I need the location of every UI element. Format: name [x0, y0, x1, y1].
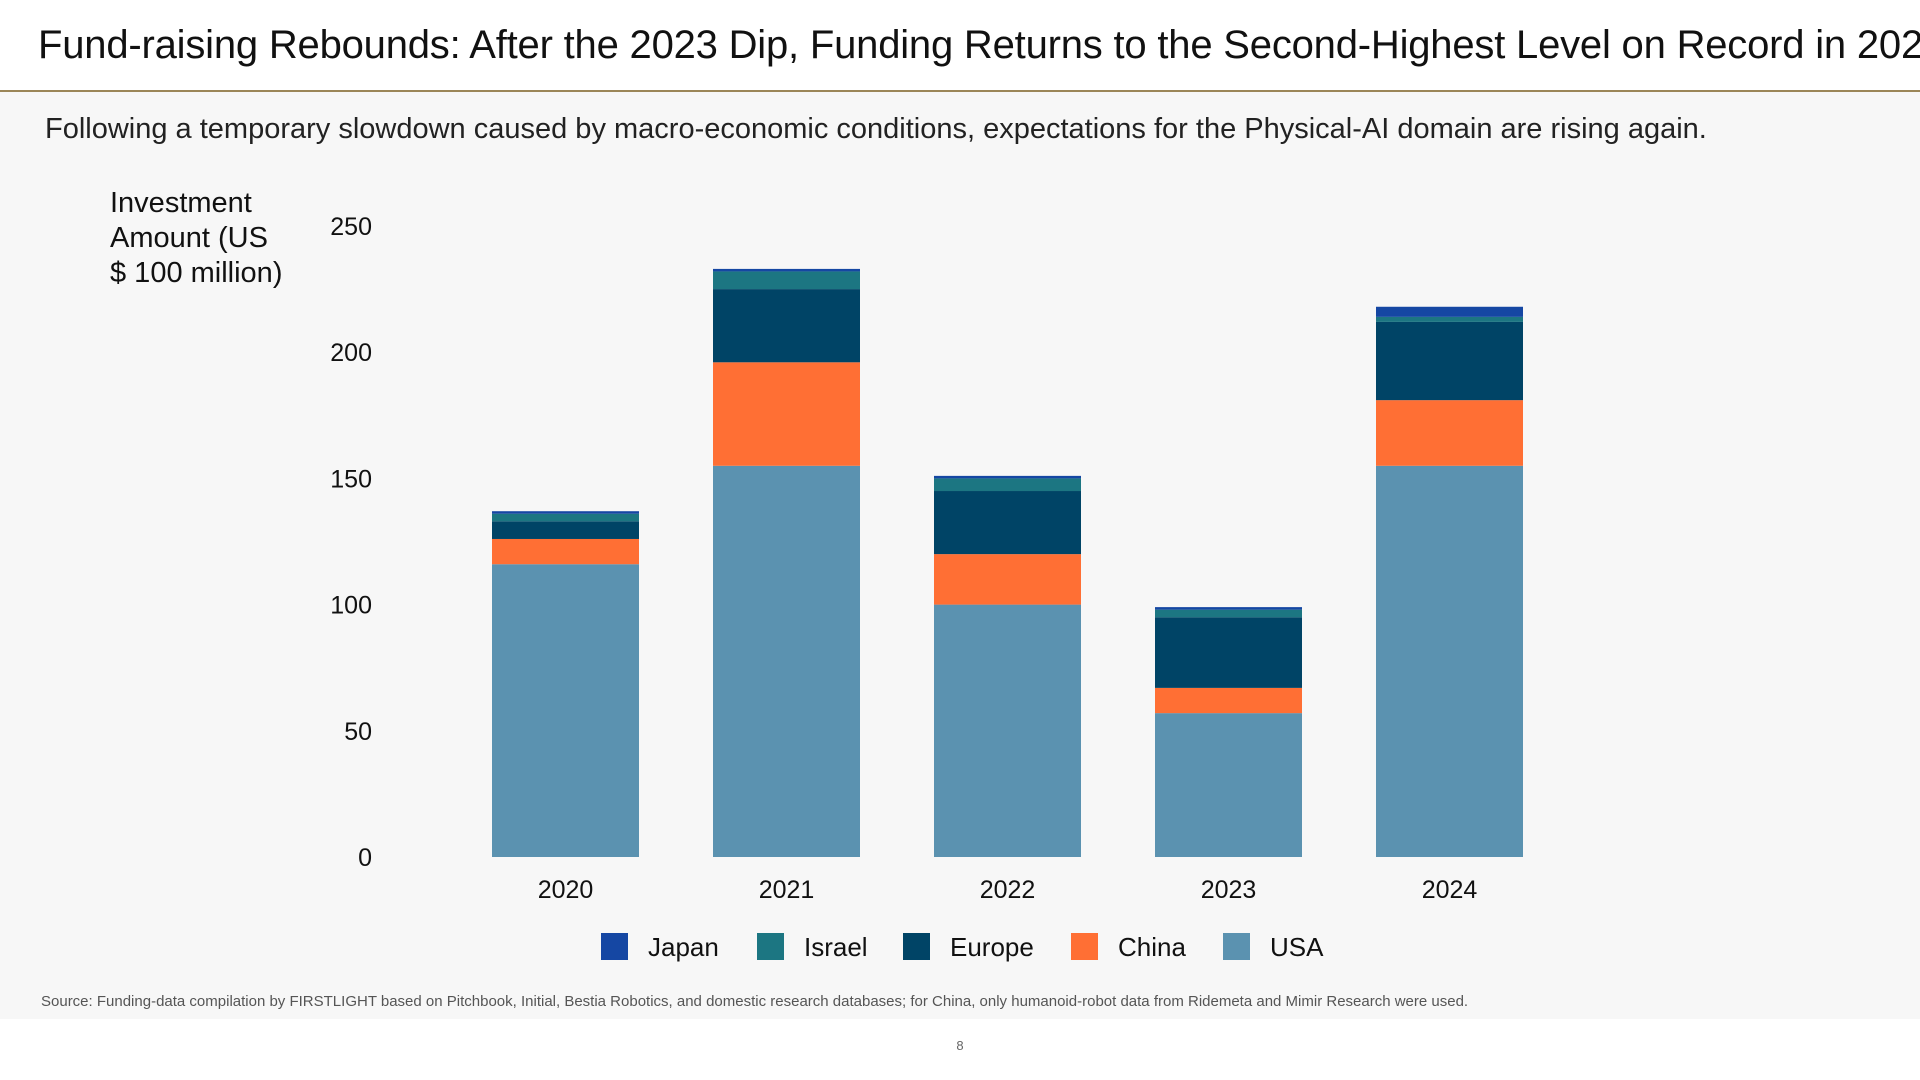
bar-segment-europe-2020	[492, 521, 639, 539]
bar-segment-israel-2020	[492, 513, 639, 522]
y-tick-label: 0	[358, 844, 372, 872]
bar-segment-japan-2023	[1155, 607, 1302, 610]
bar-segment-usa-2020	[492, 564, 639, 857]
bar-segment-israel-2021	[713, 271, 860, 290]
bar-segment-usa-2024	[1376, 465, 1523, 857]
bar-segment-europe-2024	[1376, 321, 1523, 401]
x-tick-label-2022: 2022	[980, 876, 1036, 904]
source-note: Source: Funding-data compilation by FIRS…	[41, 993, 1469, 1010]
legend-swatch-usa	[1223, 933, 1250, 960]
bar-segment-usa-2022	[934, 604, 1081, 857]
legend-label-europe: Europe	[950, 932, 1034, 962]
bar-segment-usa-2021	[713, 465, 860, 857]
y-tick-label: 100	[330, 592, 372, 620]
x-tick-label-2023: 2023	[1201, 876, 1257, 904]
bar-segment-china-2023	[1155, 687, 1302, 714]
bar-segment-israel-2022	[934, 478, 1081, 492]
slide-content: Following a temporary slowdown caused by…	[0, 92, 1920, 1019]
legend-label-japan: Japan	[648, 932, 719, 962]
bar-segment-europe-2021	[713, 289, 860, 363]
y-tick-label: 50	[344, 718, 372, 746]
slide-header: Fund-raising Rebounds: After the 2023 Di…	[0, 0, 1920, 92]
bar-segment-japan-2021	[713, 268, 860, 272]
slide-title: Fund-raising Rebounds: After the 2023 Di…	[38, 23, 1920, 67]
bar-segment-europe-2022	[934, 491, 1081, 555]
legend-label-china: China	[1118, 932, 1186, 962]
bar-segment-europe-2023	[1155, 617, 1302, 688]
stacked-bar-chart: 0 50 100 150 200 250 2020 2021 2022 2023 2024 Japan…	[330, 213, 1523, 962]
legend-label-israel: Israel	[804, 932, 868, 962]
y-tick-label: 200	[330, 339, 372, 367]
bar-segment-japan-2022	[934, 475, 1081, 479]
y-tick-label: 250	[330, 213, 372, 241]
bar-segment-china-2024	[1376, 400, 1523, 466]
legend-label-usa: USA	[1270, 932, 1324, 962]
bar-segment-china-2020	[492, 538, 639, 565]
title-divider	[0, 90, 1920, 92]
bar-segment-usa-2023	[1155, 713, 1302, 857]
page-number: 8	[956, 1038, 964, 1053]
x-tick-label-2021: 2021	[759, 876, 815, 904]
bar-segment-china-2021	[713, 362, 860, 466]
legend-swatch-israel	[757, 933, 784, 960]
x-tick-label-2024: 2024	[1422, 876, 1478, 904]
legend-swatch-europe	[903, 933, 930, 960]
y-tick-label: 150	[330, 465, 372, 493]
chart-legend: Japan Israel Europe China USA	[601, 932, 1324, 962]
bar-segment-israel-2024	[1376, 316, 1523, 322]
bar-segment-japan-2020	[492, 511, 639, 514]
legend-swatch-china	[1071, 933, 1098, 960]
bar-segment-china-2022	[934, 554, 1081, 605]
legend-swatch-japan	[601, 933, 628, 960]
y-axis-title: Investment Amount (US $ 100 million)	[110, 187, 283, 289]
bar-segment-japan-2024	[1376, 306, 1523, 317]
slide-subtitle: Following a temporary slowdown caused by…	[45, 113, 1707, 145]
bar-segment-israel-2023	[1155, 609, 1302, 618]
x-tick-label-2020: 2020	[538, 876, 594, 904]
